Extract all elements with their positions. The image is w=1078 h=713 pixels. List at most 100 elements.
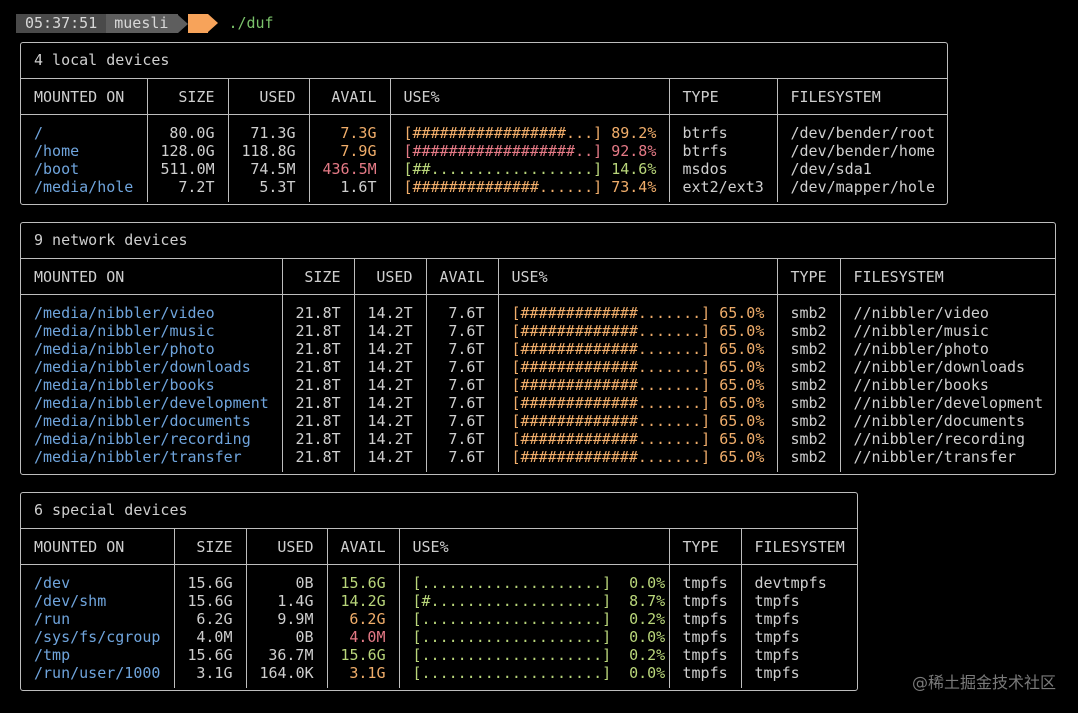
filesystem-cell: //nibbler/documents [839, 412, 1055, 430]
table-row: /media/nibbler/downloads 21.8T 14.2T 7.6T [#… [21, 358, 1055, 376]
usage-percent: 0.0% [629, 574, 666, 592]
used-cell: 14.2T [353, 448, 426, 472]
used-cell: 1.4G [245, 592, 327, 610]
table-row: /tmp 15.6G 36.7M 15.6G [....................… [21, 646, 857, 664]
type-cell: tmpfs [668, 592, 741, 610]
col-mounted-on: MOUNTED ON [21, 259, 282, 295]
mount-cell: /media/nibbler/development [34, 394, 269, 412]
size-cell: 511.0M [146, 160, 228, 178]
mount-cell: /media/nibbler/transfer [34, 448, 242, 466]
col-filesystem: FILESYSTEM [776, 79, 947, 115]
type-cell: tmpfs [668, 664, 741, 688]
avail-cell: 15.6G [326, 564, 399, 592]
usage-percent: 14.6% [611, 160, 657, 178]
type-cell: smb2 [776, 394, 840, 412]
usage-percent: 0.2% [629, 646, 666, 664]
filesystem-cell: //nibbler/video [839, 294, 1055, 322]
mount-cell: /sys/fs/cgroup [34, 628, 161, 646]
used-cell: 164.0K [245, 664, 327, 688]
col-used: USED [353, 259, 426, 295]
usage-cell: [#...................] 8.7% [398, 592, 669, 610]
prompt-command: ./duf [228, 14, 274, 32]
usage-percent: 0.0% [629, 628, 666, 646]
avail-cell: 436.5M [308, 160, 390, 178]
type-cell: smb2 [776, 294, 840, 322]
prompt-separator-icon [178, 14, 189, 33]
filesystem-cell: //nibbler/transfer [839, 448, 1055, 472]
col-use-pct: USE% [398, 529, 669, 565]
avail-cell: 7.6T [425, 358, 498, 376]
type-cell: msdos [668, 160, 777, 178]
used-cell: 74.5M [227, 160, 309, 178]
size-cell: 21.8T [281, 430, 354, 448]
type-cell: smb2 [776, 430, 840, 448]
usage-bar: [#############.......] [511, 340, 711, 358]
usage-cell: [#############.......] 65.0% [497, 394, 777, 412]
used-cell: 36.7M [245, 646, 327, 664]
type-cell: smb2 [776, 448, 840, 472]
table-row: /dev/shm 15.6G 1.4G 14.2G [#................… [21, 592, 857, 610]
size-cell: 21.8T [281, 412, 354, 430]
usage-cell: [#############.......] 65.0% [497, 294, 777, 322]
usage-percent: 65.0% [719, 448, 765, 466]
usage-bar: [....................] [412, 574, 612, 592]
table-row: /sys/fs/cgroup 4.0M 0B 4.0M [...............… [21, 628, 857, 646]
mount-cell: /media/nibbler/video [34, 304, 215, 322]
filesystem-cell: tmpfs [740, 646, 857, 664]
avail-cell: 7.6T [425, 340, 498, 358]
filesystem-cell: tmpfs [740, 664, 857, 688]
prompt-user: muesli [106, 14, 179, 33]
used-cell: 0B [245, 564, 327, 592]
col-filesystem: FILESYSTEM [740, 529, 857, 565]
usage-bar: [....................] [412, 664, 612, 682]
used-cell: 14.2T [353, 294, 426, 322]
col-size: SIZE [173, 529, 246, 565]
table-row: /dev 15.6G 0B 15.6G [....................] 0… [21, 564, 857, 592]
filesystem-cell: /dev/bender/home [776, 142, 947, 160]
size-cell: 4.0M [173, 628, 246, 646]
usage-bar: [#############.......] [511, 430, 711, 448]
network-devices-title: 9 network devices [21, 223, 1055, 259]
col-mounted-on: MOUNTED ON [21, 79, 147, 115]
filesystem-cell: /dev/bender/root [776, 114, 947, 142]
special-devices-table: 6 special devices MOUNTED ON SIZE USED A… [20, 492, 858, 691]
usage-bar: [....................] [412, 610, 612, 628]
mount-cell: /media/nibbler/downloads [34, 358, 251, 376]
mount-cell: /run/user/1000 [34, 664, 161, 682]
type-cell: tmpfs [668, 646, 741, 664]
table-row: /home 128.0G 118.8G 7.9G [##################… [21, 142, 947, 160]
type-cell: smb2 [776, 412, 840, 430]
table-row: /run 6.2G 9.9M 6.2G [....................] 0… [21, 610, 857, 628]
usage-cell: [#############.......] 65.0% [497, 376, 777, 394]
type-cell: smb2 [776, 340, 840, 358]
usage-cell: [##############......] 73.4% [389, 178, 669, 202]
size-cell: 21.8T [281, 448, 354, 472]
table-row: /80.0G 71.3G 7.3G [#################...] 89… [21, 114, 947, 142]
type-cell: smb2 [776, 358, 840, 376]
table-row: /media/hole 7.2T 5.3T 1.6T [##############..… [21, 178, 947, 202]
type-cell: smb2 [776, 376, 840, 394]
col-avail: AVAIL [425, 259, 498, 295]
mount-cell: /media/nibbler/documents [34, 412, 251, 430]
mount-cell: /boot [34, 160, 80, 178]
filesystem-cell: tmpfs [740, 610, 857, 628]
filesystem-cell: //nibbler/music [839, 322, 1055, 340]
shell-prompt: 05:37:51 muesli ./duf [16, 14, 274, 33]
usage-bar: [#############.......] [511, 304, 711, 322]
type-cell: tmpfs [668, 628, 741, 646]
size-cell: 21.8T [281, 322, 354, 340]
filesystem-cell: //nibbler/photo [839, 340, 1055, 358]
prompt-time: 05:37:51 [16, 14, 107, 33]
avail-cell: 7.6T [425, 376, 498, 394]
usage-bar: [#############.......] [511, 322, 711, 340]
col-used: USED [245, 529, 327, 565]
usage-cell: [....................] 0.0% [398, 564, 669, 592]
filesystem-cell: /dev/mapper/hole [776, 178, 947, 202]
filesystem-cell: /dev/sda1 [776, 160, 947, 178]
usage-percent: 0.0% [629, 664, 666, 682]
col-size: SIZE [281, 259, 354, 295]
usage-percent: 92.8% [611, 142, 657, 160]
watermark: @稀土掘金技术社区 [911, 673, 1056, 692]
usage-cell: [....................] 0.2% [398, 646, 669, 664]
network-devices-table: 9 network devices MOUNTED ON SIZE USED A… [20, 222, 1056, 475]
